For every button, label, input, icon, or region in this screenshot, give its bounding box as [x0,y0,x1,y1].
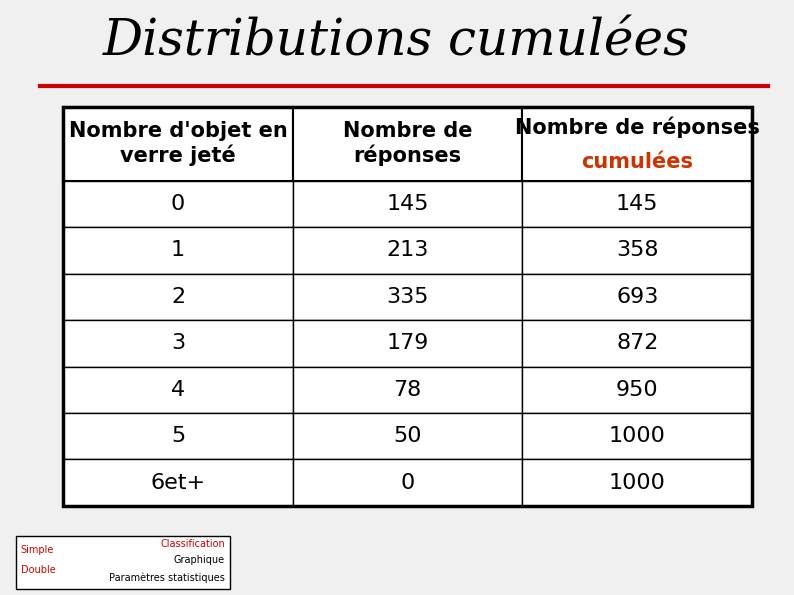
Bar [293,227,522,274]
Bar [522,274,752,320]
Bar [293,107,522,181]
Bar [293,367,522,413]
Bar [64,274,293,320]
Text: 145: 145 [616,194,658,214]
Text: cumulées: cumulées [581,152,693,172]
Text: 2: 2 [171,287,185,307]
Text: Nombre d'objet en
verre jeté: Nombre d'objet en verre jeté [69,121,287,167]
Text: 1000: 1000 [609,472,665,493]
Text: 950: 950 [616,380,658,400]
Text: 213: 213 [387,240,429,261]
Text: Graphique: Graphique [174,555,225,565]
Bar [64,413,293,459]
Bar [64,320,293,367]
Text: Nombre de
réponses: Nombre de réponses [343,121,472,167]
Text: 1000: 1000 [609,426,665,446]
Text: 358: 358 [616,240,658,261]
Text: 78: 78 [394,380,422,400]
Bar [522,181,752,227]
Bar [522,459,752,506]
Text: Distributions cumulées: Distributions cumulées [102,17,689,67]
Text: Double: Double [21,565,56,575]
Text: 6et+: 6et+ [151,472,206,493]
Text: 50: 50 [393,426,422,446]
Text: Simple: Simple [21,546,54,556]
Text: 4: 4 [171,380,185,400]
Bar [64,459,293,506]
Text: 872: 872 [616,333,658,353]
Text: 335: 335 [387,287,429,307]
Text: 0: 0 [400,472,414,493]
Text: Classification: Classification [160,538,225,549]
Text: 5: 5 [171,426,185,446]
Bar [64,181,293,227]
Bar [293,459,522,506]
Text: 0: 0 [171,194,185,214]
Text: Paramètres statistiques: Paramètres statistiques [109,572,225,583]
Text: 1: 1 [171,240,185,261]
Bar [522,320,752,367]
Bar [522,227,752,274]
Bar [64,227,293,274]
Text: 3: 3 [171,333,185,353]
Bar [16,536,229,589]
Bar [293,274,522,320]
Bar [293,320,522,367]
Bar [293,181,522,227]
Bar [64,107,752,506]
Text: 179: 179 [387,333,429,353]
Text: 145: 145 [387,194,429,214]
Text: Nombre de réponses: Nombre de réponses [515,117,760,138]
Bar [64,107,293,181]
Bar [64,367,293,413]
Bar [522,413,752,459]
Bar [522,107,752,181]
Text: 693: 693 [616,287,658,307]
Bar [293,413,522,459]
Bar [522,367,752,413]
